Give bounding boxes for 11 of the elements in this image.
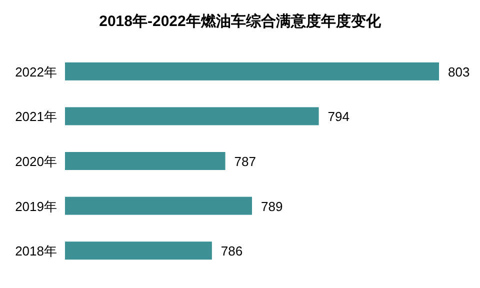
y-tick-label: 2019年 [15,198,57,214]
chart-title: 2018年-2022年燃油车综合满意度年度变化 [99,12,382,30]
y-tick-label: 2020年 [15,154,57,169]
data-label: 794 [328,109,350,124]
y-tick-label: 2021年 [15,109,57,124]
data-label: 789 [261,198,283,214]
data-label: 787 [234,154,256,169]
data-label: 803 [448,64,470,80]
data-label: 786 [220,244,243,259]
y-tick-label: 2022年 [15,64,57,80]
y-tick-label: 2018年 [15,244,57,259]
